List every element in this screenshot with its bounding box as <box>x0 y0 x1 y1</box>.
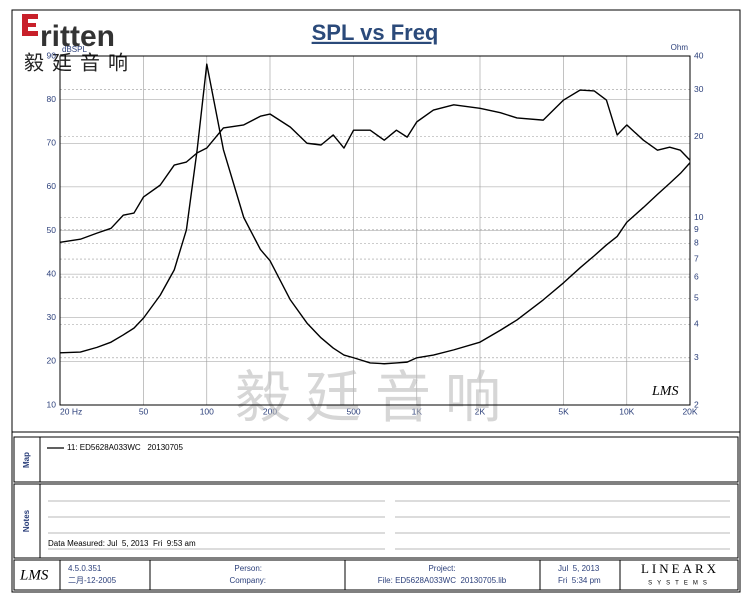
watermark: 毅廷音响 <box>235 366 515 429</box>
version: 4.5.0.351 <box>68 564 102 573</box>
map-panel <box>13 436 739 483</box>
logo: ritten <box>40 20 115 53</box>
y2-tick-label: 10 <box>694 212 704 222</box>
y-tick-label: 30 <box>47 312 57 322</box>
note-lines <box>48 500 730 550</box>
y-tick-label: 40 <box>47 268 57 278</box>
date: Jul 5, 2013 <box>558 564 600 573</box>
y2-tick-label: 5 <box>694 293 699 303</box>
y2-tick-label: 6 <box>694 271 699 281</box>
data-line <box>59 89 691 243</box>
data-line <box>59 63 691 365</box>
y2-tick-label: 3 <box>694 352 699 362</box>
brand-sub: SYSTEMS <box>648 581 712 587</box>
y2-axis-label: Ohm <box>671 43 689 52</box>
y2-tick-label: 30 <box>694 84 704 94</box>
y2-tick-label: 9 <box>694 224 699 234</box>
logo-mark <box>22 14 38 36</box>
logo-cn: 毅廷音响 <box>24 51 136 74</box>
plot-frame <box>59 55 691 406</box>
footer-logo: LMS <box>19 567 49 583</box>
signature: LMS <box>651 384 678 399</box>
y-tick-label: 10 <box>47 399 57 409</box>
y-axis-label: dBSPL <box>62 45 87 54</box>
y-tick-label: 50 <box>47 225 57 235</box>
y-tick-label: 70 <box>47 138 57 148</box>
y2-tick-label: 2 <box>694 399 699 409</box>
brand: LINEARX <box>641 561 719 576</box>
y2-tick-label: 7 <box>694 253 699 263</box>
y-tick-label: 80 <box>47 94 57 104</box>
x-tick-label: 50 <box>139 406 149 416</box>
time: Fri 5:34 pm <box>558 576 601 585</box>
x-tick-label: 2K <box>475 406 486 416</box>
notes-panel <box>13 483 739 559</box>
build-date: 二月-12-2005 <box>68 576 117 585</box>
y2-tick-label: 20 <box>694 131 704 141</box>
y2-tick-label: 40 <box>694 50 704 60</box>
y-tick-label: 90 <box>47 50 57 60</box>
y-tick-label: 60 <box>47 181 57 191</box>
x-tick-label: 5K <box>558 406 569 416</box>
legend-entry: 11: ED5628A033WC 20130705 <box>67 443 183 452</box>
x-tick-label: 20 Hz <box>60 406 82 416</box>
person: Person: <box>234 564 262 573</box>
x-tick-label: 20K <box>682 406 697 416</box>
company: Company: <box>230 576 266 585</box>
footer <box>13 559 739 591</box>
file: File: ED5628A033WC 20130705.lib <box>378 576 507 585</box>
chart-title: SPL vs Freq <box>312 20 439 45</box>
x-tick-label: 1K <box>412 406 423 416</box>
plot: 20 Hz 50 100 200 500 1K 2K 5K 10K 20K 10 20 30 40 50 60… <box>47 50 704 416</box>
measured-date: Data Measured: Jul 5, 2013 Fri 9:53 am <box>48 539 196 548</box>
map-label: Map <box>22 452 31 468</box>
y2-tick-label: 8 <box>694 238 699 248</box>
project: Project: <box>428 564 455 573</box>
x-tick-label: 500 <box>346 406 360 416</box>
y2-tick-label: 4 <box>694 318 699 328</box>
x-tick-label: 100 <box>200 406 214 416</box>
outer-frame <box>11 9 741 593</box>
x-tick-label: 200 <box>263 406 277 416</box>
notes-label: Notes <box>22 509 31 532</box>
y-tick-label: 20 <box>47 356 57 366</box>
x-tick-label: 10K <box>619 406 634 416</box>
